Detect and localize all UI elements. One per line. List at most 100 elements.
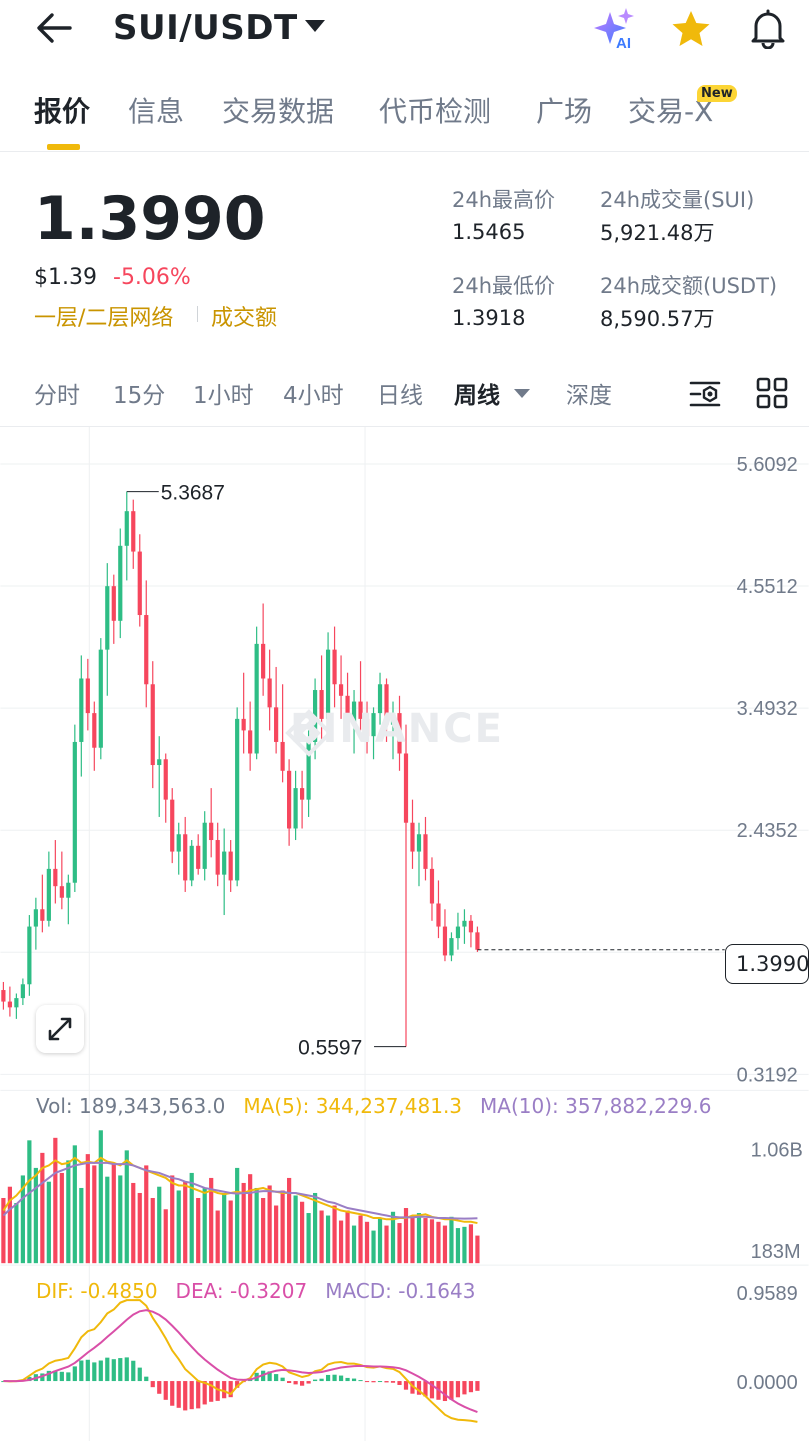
macd-histogram-bar xyxy=(59,1371,64,1382)
usd-price: $1.39 xyxy=(34,265,97,290)
tab-trading-data[interactable]: 交易数据 xyxy=(222,95,335,128)
price-change-percent: -5.06% xyxy=(113,265,191,290)
macd-dif: DIF: -0.4850 xyxy=(36,1279,158,1303)
macd-histogram-bar xyxy=(235,1381,240,1388)
network-tag[interactable]: 一层/二层网络 xyxy=(34,306,174,331)
macd-histogram-bar xyxy=(390,1381,396,1383)
candle-body xyxy=(436,903,441,927)
candle-body xyxy=(248,730,253,754)
layout-grid-icon[interactable] xyxy=(755,376,789,410)
back-arrow-icon[interactable] xyxy=(34,10,74,46)
macd-histogram-bar xyxy=(455,1381,461,1398)
candle-body xyxy=(228,851,233,881)
macd-histogram-bar xyxy=(202,1381,207,1405)
price-axis: 5.60924.55123.49322.43521.37720.31921.06… xyxy=(737,454,803,1394)
tab-info[interactable]: 信息 xyxy=(128,95,185,128)
candle-body xyxy=(332,649,337,685)
interval-15m[interactable]: 15分 xyxy=(113,383,166,409)
volume-bar xyxy=(20,1175,25,1264)
macd-histogram-bar xyxy=(222,1381,227,1399)
candle-body xyxy=(27,926,32,985)
pair-dropdown-caret-icon[interactable] xyxy=(305,20,325,32)
macd-dea: DEA: -0.3207 xyxy=(175,1279,308,1303)
tag-divider xyxy=(197,306,198,322)
candle-body xyxy=(410,822,415,852)
interval-timeline[interactable]: 分时 xyxy=(34,383,80,409)
tab-quote[interactable]: 报价 xyxy=(34,95,91,128)
candlestick-series: 5.3687 0.5597 xyxy=(1,482,725,1060)
volume-bar xyxy=(92,1165,97,1264)
tab-token-check[interactable]: 代币检测 xyxy=(379,95,492,128)
candle-body xyxy=(215,840,220,875)
macd-histogram-bar xyxy=(384,1381,389,1383)
macd-histogram-bar xyxy=(176,1381,181,1408)
volume-bar xyxy=(280,1190,285,1264)
kline-chart[interactable]: 5.3687 0.5597 5.6092 4.5512 3.4932 2.4352 1.3… xyxy=(0,426,809,1441)
interval-4h[interactable]: 4小时 xyxy=(283,383,344,409)
volume-bar xyxy=(449,1216,454,1264)
macd-histogram-bar xyxy=(345,1377,350,1382)
volume-bar xyxy=(157,1186,162,1264)
candle-body xyxy=(293,788,298,829)
candle-body xyxy=(371,713,376,737)
macd-histogram-bar xyxy=(403,1381,409,1390)
indicator-settings-icon[interactable] xyxy=(688,377,722,411)
pair-title[interactable]: SUI/USDT xyxy=(113,8,298,48)
volume-bar xyxy=(468,1224,474,1264)
notification-bell-icon[interactable] xyxy=(747,7,789,49)
macd-value: MACD: -0.1643 xyxy=(325,1279,476,1303)
volume-bar xyxy=(319,1210,324,1264)
candle-body xyxy=(118,545,123,621)
volume-bar xyxy=(358,1215,363,1264)
candle-body xyxy=(358,701,363,719)
volume-bar xyxy=(312,1192,318,1264)
volume-bar xyxy=(183,1181,188,1264)
candle-body xyxy=(66,882,71,898)
interval-1h[interactable]: 1小时 xyxy=(193,383,254,409)
volume-bar xyxy=(189,1172,194,1264)
favorite-star-icon[interactable] xyxy=(670,9,712,49)
turnover-tag[interactable]: 成交额 xyxy=(211,306,278,331)
tab-square[interactable]: 广场 xyxy=(536,95,593,128)
macd-histogram-bar xyxy=(66,1372,71,1382)
volume-bar xyxy=(170,1175,175,1264)
macd-histogram-bar xyxy=(312,1379,318,1382)
macd-histogram-bar xyxy=(423,1381,428,1397)
interval-1d[interactable]: 日线 xyxy=(377,383,423,409)
volume-bar xyxy=(228,1200,233,1264)
volume-bar xyxy=(131,1182,136,1264)
volume-bar xyxy=(53,1137,58,1264)
macd-histogram-bar xyxy=(189,1381,194,1410)
volume-bar xyxy=(150,1197,155,1264)
interval-1w[interactable]: 周线 xyxy=(454,383,500,409)
macd-histogram-bar xyxy=(319,1378,324,1382)
macd-histogram-bar xyxy=(215,1381,220,1401)
volume-bar xyxy=(455,1228,461,1264)
candle-body xyxy=(274,707,279,742)
macd-histogram-bar xyxy=(79,1360,84,1382)
fullscreen-button[interactable] xyxy=(36,1005,84,1053)
macd-dea-line xyxy=(3,1309,478,1413)
macd-histogram-bar xyxy=(196,1381,201,1409)
new-badge: New xyxy=(697,85,737,102)
macd-histogram-bar xyxy=(209,1381,214,1402)
macd-histogram-bar xyxy=(338,1375,344,1382)
macd-histogram-bar xyxy=(72,1366,77,1382)
volume-series xyxy=(1,1130,480,1264)
candle-body xyxy=(442,926,448,956)
volume-bar xyxy=(241,1182,246,1264)
candle-body xyxy=(423,834,428,869)
interval-depth[interactable]: 深度 xyxy=(566,383,612,409)
macd-histogram-bar xyxy=(475,1381,480,1391)
ai-sparkle-icon[interactable]: AI xyxy=(592,8,638,50)
candle-body xyxy=(53,868,58,887)
interval-more-caret-icon[interactable] xyxy=(514,389,530,398)
price-axis-label: 4.5512 xyxy=(737,576,798,598)
candle-body xyxy=(79,678,84,742)
volume-ma10: MA(10): 357,882,229.6 xyxy=(480,1094,712,1118)
volume-bar xyxy=(202,1187,207,1264)
candle-body xyxy=(338,684,344,696)
volume-bar xyxy=(410,1215,415,1264)
macd-dif-line xyxy=(3,1299,478,1423)
macd-histogram-bar xyxy=(287,1381,292,1384)
